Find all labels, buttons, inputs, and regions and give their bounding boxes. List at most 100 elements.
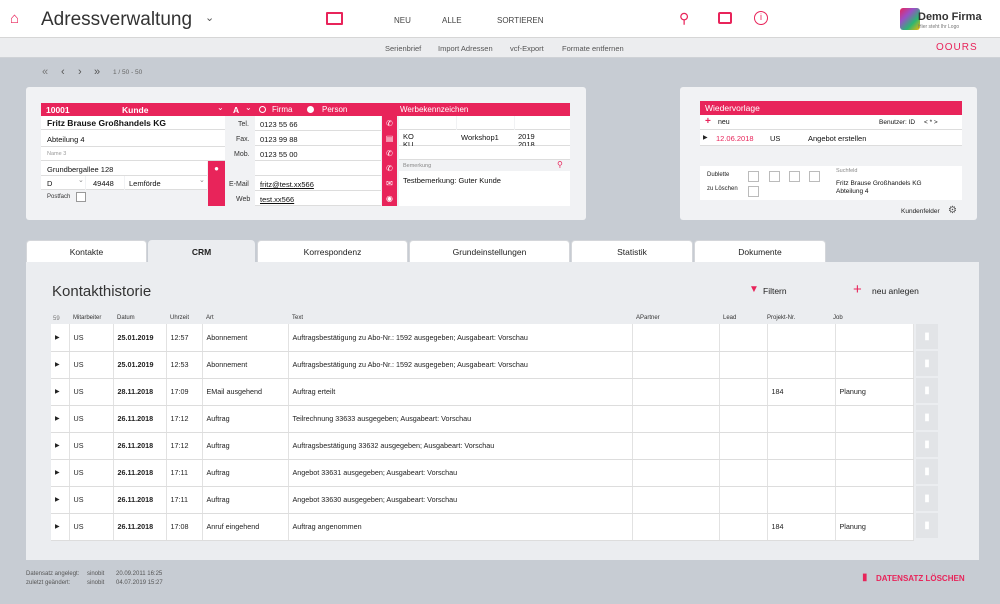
mob-field[interactable] (255, 146, 381, 161)
customer-type[interactable]: Kunde (122, 105, 149, 115)
cell-lead[interactable] (719, 459, 768, 487)
next-page-icon[interactable]: › (78, 66, 82, 78)
cell-projekt[interactable]: 184 (767, 378, 836, 406)
info-icon[interactable]: i (754, 11, 768, 25)
cell-art[interactable]: Auftrag (202, 486, 289, 514)
zip-field[interactable] (86, 176, 124, 190)
cell-text[interactable]: Angebot 33631 ausgegeben; Ausgabeart: Vo… (288, 459, 633, 487)
chevron-down-icon[interactable]: ⌄ (78, 177, 84, 184)
delete-row-icon[interactable]: ▮ (916, 432, 938, 457)
table-row[interactable]: ▶ US 26.11.2018 17:12 Auftrag Teilrechnung 33… (51, 405, 914, 433)
cell-job[interactable] (835, 324, 914, 352)
table-row[interactable]: ▶ US 28.11.2018 17:09 EMail ausgehend Auftrag… (51, 378, 914, 406)
bemerkung-box[interactable] (399, 171, 570, 206)
cell-lead[interactable] (719, 486, 768, 514)
expand-arrow-icon[interactable]: ▶ (51, 324, 70, 352)
cell-mitarbeiter[interactable]: US (69, 351, 114, 379)
tab-dokumente[interactable]: Dokumente (694, 240, 826, 262)
cell-job[interactable] (835, 432, 914, 460)
werbe-row-3[interactable] (399, 146, 570, 160)
trash-icon[interactable]: ▮ (862, 572, 868, 583)
expand-arrow-icon[interactable]: ▶ (51, 432, 70, 460)
cell-art[interactable]: Abonnement (202, 351, 289, 379)
tab-statistik[interactable]: Statistik (571, 240, 693, 262)
cell-datum[interactable]: 26.11.2018 (113, 459, 167, 487)
cell-job[interactable] (835, 459, 914, 487)
cell-uhrzeit[interactable]: 17:11 (166, 486, 203, 514)
filter-button[interactable]: Filtern (763, 286, 787, 296)
plus-icon[interactable]: + (705, 116, 711, 127)
name3-field[interactable] (41, 147, 225, 161)
cell-projekt[interactable]: 184 (767, 513, 836, 541)
search-icon[interactable]: ⚲ (679, 10, 690, 26)
cell-text[interactable]: Auftragsbestätigung zu Abo-Nr.: 1592 aus… (288, 351, 633, 379)
cell-projekt[interactable] (767, 324, 836, 352)
plus-icon[interactable]: + (853, 281, 862, 298)
cell-apartner[interactable] (632, 351, 720, 379)
checkbox-3[interactable] (789, 171, 800, 182)
fax-icon[interactable]: ▤ (382, 131, 397, 146)
table-row[interactable]: ▶ US 26.11.2018 17:08 Anruf eingehend Auftrag… (51, 513, 914, 541)
cell-datum[interactable]: 25.01.2019 (113, 351, 167, 379)
cell-apartner[interactable] (632, 405, 720, 433)
cell-job[interactable] (835, 351, 914, 379)
nav-new[interactable]: NEU (394, 16, 411, 25)
delete-row-icon[interactable]: ▮ (916, 459, 938, 484)
col-text[interactable]: Text (292, 315, 304, 321)
table-row[interactable]: ▶ US 26.11.2018 17:12 Auftrag Auftragsbestäti… (51, 432, 914, 460)
cell-mitarbeiter[interactable]: US (69, 324, 114, 352)
delete-row-icon[interactable]: ▮ (916, 324, 938, 349)
presentation-icon[interactable] (326, 12, 343, 25)
cell-projekt[interactable] (767, 351, 836, 379)
new-entry-button[interactable]: neu anlegen (872, 286, 919, 296)
werbe-select-2[interactable] (457, 116, 514, 130)
cell-art[interactable]: Abonnement (202, 324, 289, 352)
filter-icon[interactable]: ▼ (749, 284, 759, 295)
cell-job[interactable]: Planung (835, 378, 914, 406)
table-row[interactable]: ▶ US 26.11.2018 17:11 Auftrag Angebot 33631 a… (51, 459, 914, 487)
tab-korrespondenz[interactable]: Korrespondenz (257, 240, 408, 262)
dept-field[interactable] (41, 130, 225, 147)
table-row[interactable]: ▶ US 25.01.2019 12:53 Abonnement Auftragsbest… (51, 351, 914, 379)
kundenfelder-label[interactable]: Kundenfelder (901, 208, 940, 215)
checkbox-5[interactable] (748, 186, 759, 197)
expand-arrow-icon[interactable]: ▶ (51, 405, 70, 433)
subnav-vcf[interactable]: vcf-Export (510, 44, 544, 53)
col-uhrzeit[interactable]: Uhrzeit (170, 315, 190, 321)
tab-crm[interactable]: CRM (148, 240, 255, 264)
checkbox-1[interactable] (748, 171, 759, 182)
map-pin-button[interactable]: ● (208, 161, 225, 176)
home-icon[interactable]: ⌂ (10, 10, 20, 27)
wv-row[interactable] (700, 130, 962, 146)
delete-row-icon[interactable]: ▮ (916, 351, 938, 376)
expand-arrow-icon[interactable]: ▶ (51, 459, 70, 487)
chevron-down-icon[interactable]: ⌄ (199, 177, 205, 184)
row-arrow-icon[interactable]: ▶ (703, 135, 708, 141)
cell-uhrzeit[interactable]: 12:57 (166, 324, 203, 352)
postfach-checkbox[interactable] (76, 192, 86, 202)
cell-text[interactable]: Auftrag erteilt (288, 378, 633, 406)
email-value[interactable]: fritz@test.xx566 (260, 180, 314, 189)
cell-apartner[interactable] (632, 324, 720, 352)
cell-art[interactable]: Auftrag (202, 405, 289, 433)
phone2-icon[interactable]: ✆ (382, 161, 397, 176)
web-field[interactable] (255, 191, 381, 206)
nav-all[interactable]: ALLE (442, 16, 462, 25)
cell-mitarbeiter[interactable]: US (69, 459, 114, 487)
email-field[interactable] (255, 176, 381, 191)
cell-datum[interactable]: 28.11.2018 (113, 378, 167, 406)
cell-text[interactable]: Auftrag angenommen (288, 513, 633, 541)
cell-mitarbeiter[interactable]: US (69, 378, 114, 406)
nav-sort[interactable]: SORTIEREN (497, 16, 544, 25)
cell-job[interactable]: Planung (835, 513, 914, 541)
delete-row-icon[interactable]: ▮ (916, 405, 938, 430)
cell-uhrzeit[interactable]: 12:53 (166, 351, 203, 379)
cell-uhrzeit[interactable]: 17:11 (166, 459, 203, 487)
cell-job[interactable] (835, 405, 914, 433)
chevron-down-icon[interactable]: ⌄ (217, 103, 224, 112)
globe-icon[interactable]: ◉ (382, 191, 397, 206)
table-row[interactable]: ▶ US 26.11.2018 17:11 Auftrag Angebot 33630 a… (51, 486, 914, 514)
cell-mitarbeiter[interactable]: US (69, 513, 114, 541)
col-projekt[interactable]: Projekt-Nr. (767, 315, 796, 321)
radio-firma-icon[interactable] (259, 106, 266, 113)
